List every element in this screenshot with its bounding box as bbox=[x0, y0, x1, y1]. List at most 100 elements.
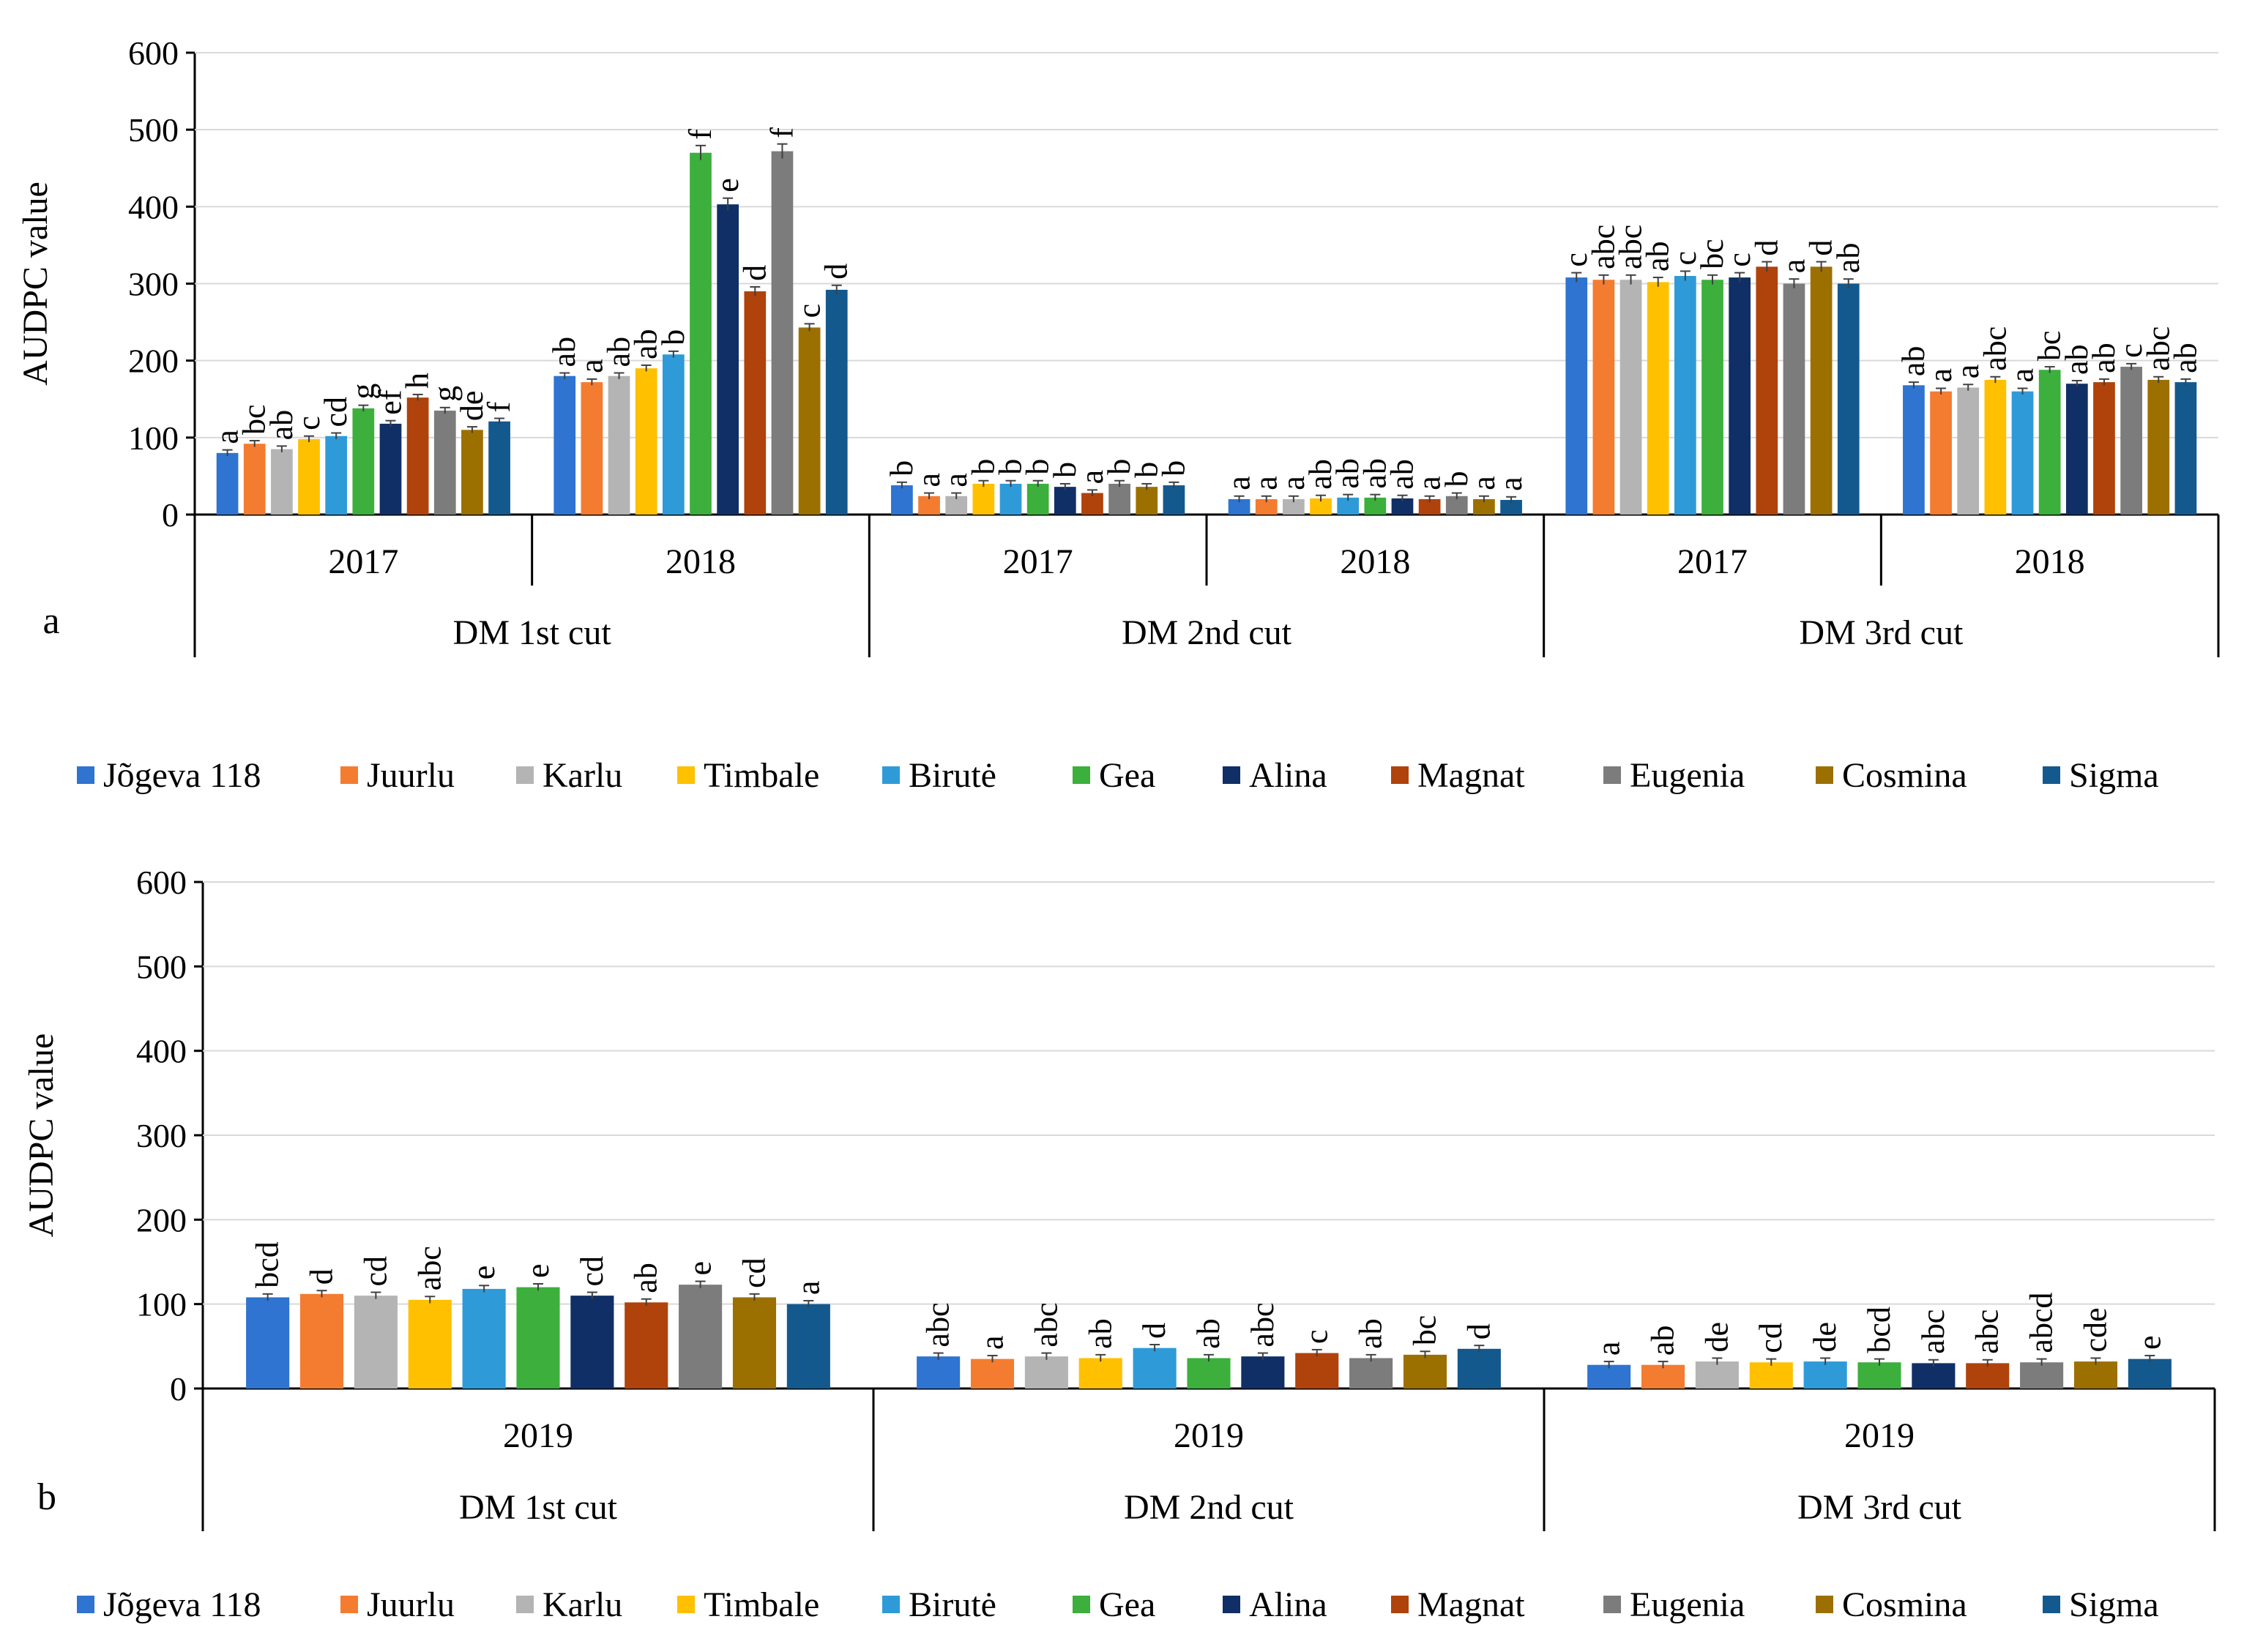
significance-letter: ab bbox=[1302, 459, 1338, 490]
bar-alina bbox=[570, 1296, 614, 1388]
y-tick-label: 400 bbox=[136, 1033, 187, 1070]
significance-letter: de bbox=[454, 391, 490, 422]
bar-karlu bbox=[1283, 498, 1305, 515]
legend-label: Jõgeva 118 bbox=[103, 756, 261, 795]
cut-label: DM 2nd cut bbox=[1124, 1488, 1294, 1527]
y-tick-label: 100 bbox=[128, 419, 179, 457]
bar-timbale bbox=[408, 1299, 452, 1388]
significance-letter: a bbox=[790, 1281, 826, 1296]
legend-swatch bbox=[1816, 766, 1833, 784]
legend-swatch bbox=[677, 1596, 695, 1613]
significance-letter: abc bbox=[1969, 1309, 2005, 1354]
year-label: 2019 bbox=[503, 1416, 573, 1455]
significance-letter: ab bbox=[1082, 1318, 1118, 1349]
significance-letter: abc bbox=[1585, 225, 1621, 269]
significance-letter: ab bbox=[1384, 459, 1420, 490]
significance-letter: b bbox=[993, 459, 1029, 475]
significance-letter: ab bbox=[2086, 343, 2122, 373]
bar-j-geva-118 bbox=[553, 375, 576, 515]
bar-alina bbox=[1912, 1363, 1956, 1388]
legend-swatch bbox=[1391, 766, 1409, 784]
legend-swatch bbox=[340, 1596, 358, 1613]
significance-letter: de bbox=[1699, 1322, 1734, 1353]
bar-birut- bbox=[325, 436, 348, 515]
y-tick-label: 400 bbox=[128, 188, 179, 225]
bar-karlu bbox=[1024, 1356, 1068, 1388]
significance-letter: a bbox=[1950, 365, 1986, 379]
legend-swatch bbox=[2043, 766, 2060, 784]
significance-letter: ab bbox=[264, 410, 299, 441]
significance-letter: g bbox=[345, 384, 381, 400]
significance-letter: a bbox=[938, 473, 974, 487]
significance-letter: cd bbox=[318, 397, 354, 427]
significance-letter: a bbox=[1248, 476, 1284, 490]
significance-letter: cde bbox=[2077, 1307, 2113, 1352]
legend-label: Cosmina bbox=[1842, 1585, 1967, 1624]
significance-letter: a bbox=[1466, 476, 1502, 490]
bar-eugenia bbox=[2020, 1362, 2064, 1388]
bar-alina bbox=[717, 204, 739, 515]
legend-label: Birutė bbox=[909, 756, 996, 795]
bar-cosmina bbox=[461, 430, 483, 515]
legend-label: Alina bbox=[1249, 756, 1327, 795]
significance-letter: c bbox=[1721, 253, 1757, 267]
significance-letter: b bbox=[965, 459, 1001, 475]
y-tick-label: 300 bbox=[128, 266, 179, 303]
legend-label: Sigma bbox=[2069, 756, 2159, 795]
bar-birut- bbox=[1337, 497, 1360, 515]
bar-timbale bbox=[1984, 379, 2007, 515]
bar-timbale bbox=[972, 483, 995, 515]
bar-gea bbox=[352, 408, 375, 515]
bar-gea bbox=[1187, 1358, 1231, 1388]
significance-letter: a bbox=[2005, 368, 2040, 383]
significance-letter: ab bbox=[1645, 1326, 1681, 1356]
bar-sigma bbox=[2174, 382, 2197, 515]
y-axis-title: AUDPC value bbox=[16, 182, 55, 386]
significance-letter: ab bbox=[1190, 1318, 1226, 1349]
bar-juurlu bbox=[1641, 1364, 1685, 1388]
legend-swatch bbox=[516, 1596, 534, 1613]
bar-juurlu bbox=[970, 1358, 1015, 1388]
significance-letter: bcd bbox=[250, 1241, 286, 1288]
significance-letter: bc bbox=[236, 405, 272, 436]
bar-alina bbox=[1054, 487, 1076, 515]
significance-letter: a bbox=[573, 359, 609, 373]
legend-swatch bbox=[1073, 766, 1090, 784]
bar-juurlu bbox=[299, 1293, 344, 1388]
significance-letter: c bbox=[291, 416, 327, 430]
bar-karlu bbox=[1619, 280, 1642, 515]
significance-letter: g bbox=[427, 386, 463, 402]
significance-letter: f bbox=[481, 402, 517, 413]
bar-cosmina bbox=[1136, 487, 1158, 515]
significance-letter: abc bbox=[1028, 1302, 1064, 1347]
significance-letter: ab bbox=[628, 1263, 664, 1293]
bar-juurlu bbox=[243, 444, 266, 515]
bar-karlu bbox=[1957, 387, 1980, 515]
significance-letter: ab bbox=[628, 329, 664, 359]
bar-eugenia bbox=[771, 151, 794, 515]
bar-sigma bbox=[1163, 485, 1185, 515]
significance-letter: abc bbox=[2140, 326, 2176, 371]
legend-label: Eugenia bbox=[1630, 1585, 1745, 1624]
legend-swatch bbox=[882, 1596, 900, 1613]
significance-letter: cd bbox=[357, 1256, 393, 1287]
significance-letter: c bbox=[1667, 251, 1703, 266]
bar-sigma bbox=[2128, 1358, 2172, 1388]
significance-letter: abc bbox=[1245, 1302, 1281, 1347]
significance-letter: a bbox=[1591, 1342, 1627, 1356]
legend-swatch bbox=[77, 1596, 94, 1613]
bar-gea bbox=[1026, 483, 1049, 515]
significance-letter: c bbox=[2113, 343, 2149, 358]
bar-cosmina bbox=[2073, 1361, 2118, 1388]
legend-label: Eugenia bbox=[1630, 756, 1745, 795]
y-tick-label: 300 bbox=[136, 1117, 187, 1154]
bar-karlu bbox=[608, 375, 630, 515]
legend-label: Karlu bbox=[543, 1585, 622, 1624]
bar-birut- bbox=[462, 1288, 506, 1388]
y-tick-label: 600 bbox=[136, 864, 187, 901]
bar-magnat bbox=[2093, 382, 2115, 515]
legend-swatch bbox=[1603, 1596, 1621, 1613]
bar-sigma bbox=[786, 1304, 830, 1388]
bar-karlu bbox=[354, 1296, 398, 1388]
